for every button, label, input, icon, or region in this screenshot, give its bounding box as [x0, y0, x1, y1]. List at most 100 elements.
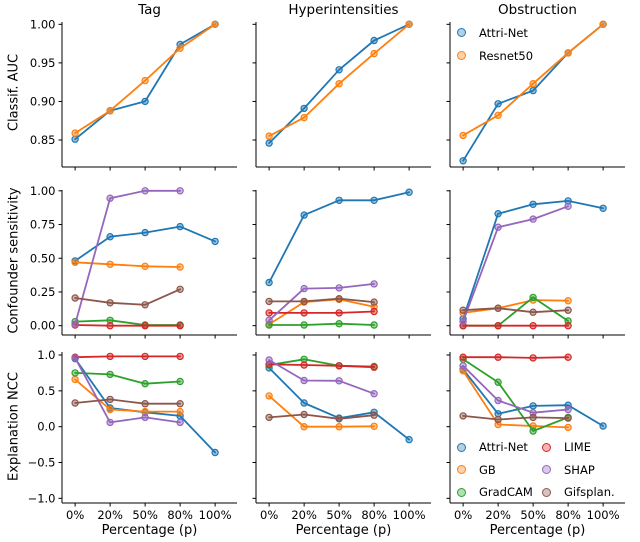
data-point-resnet50 [564, 49, 572, 57]
y-tick-label: −1.0 [28, 491, 56, 505]
data-point-gradcam [370, 321, 378, 329]
column-title-obstruction: Obstruction [498, 2, 577, 18]
x-tick-label: 0% [66, 508, 84, 522]
xlabel-obstruction: Percentage (p) [489, 523, 586, 538]
x-tick-label: 20% [97, 508, 123, 522]
data-point-shap [335, 284, 343, 292]
data-point-gifsplan- [494, 304, 502, 312]
data-point-shap [564, 405, 572, 414]
data-point-attri-net [141, 97, 149, 106]
series-line-attri-net [268, 191, 411, 284]
data-point-attri-net [265, 278, 273, 287]
data-point-shap [265, 316, 273, 324]
data-point-lime [459, 353, 467, 361]
data-point-gifsplan- [370, 298, 378, 306]
data-point-attri-net [459, 157, 467, 165]
column-title-tag: Tag [138, 2, 161, 18]
data-point-attri-net [106, 232, 114, 241]
data-point-gifsplan- [106, 299, 114, 307]
legend-label: Attri-Net [479, 25, 528, 40]
y-tick-label: 0.90 [30, 94, 56, 108]
data-point-lime [106, 322, 114, 330]
data-point-resnet50 [211, 20, 219, 28]
x-tick-label: 100% [393, 508, 426, 522]
x-tick-label: 80% [555, 508, 581, 522]
legend-label: Gifsplan. [564, 485, 615, 500]
data-point-resnet50 [405, 20, 413, 28]
data-point-lime [370, 363, 378, 371]
resnet50-marker-icon [457, 51, 466, 60]
gb-marker-icon [457, 465, 466, 475]
y-tick-label: −0.5 [28, 456, 56, 470]
x-tick-label: 80% [361, 508, 387, 522]
data-point-gifsplan- [176, 400, 184, 408]
legend-label: Attri-Net [479, 440, 528, 455]
data-point-attri-net [599, 204, 607, 212]
panel-hyperintensities-0 [252, 20, 431, 171]
legend-label: Resnet50 [479, 48, 534, 63]
data-point-gb [335, 423, 343, 431]
gifsplan-marker-icon [542, 487, 551, 497]
data-point-gifsplan- [459, 306, 467, 314]
series-line-shap [462, 205, 569, 323]
data-point-gradcam [494, 378, 502, 386]
y-tick-label: 0.5 [37, 384, 55, 398]
data-point-attri-net [141, 228, 149, 237]
legend-label: SHAP [564, 462, 595, 477]
data-point-resnet50 [599, 20, 607, 28]
data-point-lime [370, 307, 378, 316]
data-point-attri-net [300, 104, 308, 113]
panel-obstruction-2: 0% 20% 50% 80% 100% [446, 352, 625, 522]
data-point-attri-net [300, 211, 308, 219]
legend-item-shap: SHAP [542, 459, 615, 482]
data-point-shap [176, 418, 184, 427]
data-point-shap [141, 413, 149, 422]
panel-obstruction-0 [446, 20, 625, 171]
series-line-attri-net [268, 23, 411, 145]
series-line-lime [268, 363, 376, 369]
gradcam-marker-icon [457, 487, 466, 497]
data-point-gb [106, 405, 114, 414]
series-line-gifsplan- [462, 414, 569, 421]
data-point-shap [71, 320, 79, 328]
data-point-shap [300, 284, 308, 293]
data-point-gb [564, 297, 572, 305]
data-point-attri-net [529, 200, 537, 208]
data-point-gb [106, 260, 114, 268]
data-point-lime [141, 352, 149, 361]
data-point-lime [300, 309, 308, 317]
data-point-gb [176, 263, 184, 271]
panel-tag-1: 1.00 0.75 0.50 0.25 0.00 [30, 184, 237, 339]
ylabel-explanation-ncc: Explanation NCC [6, 372, 22, 481]
series-line-gradcam [268, 322, 376, 326]
data-point-gradcam [300, 321, 308, 329]
data-point-shap [176, 187, 184, 195]
y-tick-label: 0.50 [30, 251, 56, 265]
panel-tag-2: 1.0 0.5 0.0 −0.5 −1.0 0% 20% 50% 80% 100% [28, 348, 237, 522]
data-point-attri-net [335, 196, 343, 204]
legend-label: LIME [564, 440, 591, 455]
y-tick-label: 0.25 [30, 285, 56, 299]
legend-item-gifsplan: Gifsplan. [542, 481, 615, 504]
y-tick-label: 1.0 [37, 348, 55, 362]
data-point-resnet50 [265, 132, 273, 140]
x-tick-label: 20% [291, 508, 317, 522]
data-point-gifsplan- [564, 306, 572, 314]
series-line-gifsplan- [74, 398, 182, 405]
legend-item-gradcam: GradCAM [457, 481, 533, 504]
panel-tag-0: 1.00 0.95 0.90 0.85 [30, 17, 237, 171]
attri-net-marker-icon [457, 442, 466, 452]
data-point-shap [494, 223, 502, 231]
y-tick-label: 1.00 [30, 17, 56, 31]
x-tick-label: 50% [132, 508, 158, 522]
y-tick-label: 0.95 [30, 56, 56, 70]
data-point-resnet50 [141, 76, 149, 85]
series-line-attri-net [74, 23, 217, 141]
data-point-lime [106, 352, 114, 361]
data-point-gifsplan- [564, 414, 572, 422]
data-point-gradcam [106, 370, 114, 379]
data-point-gifsplan- [176, 285, 184, 293]
series-line-gb [462, 369, 569, 429]
